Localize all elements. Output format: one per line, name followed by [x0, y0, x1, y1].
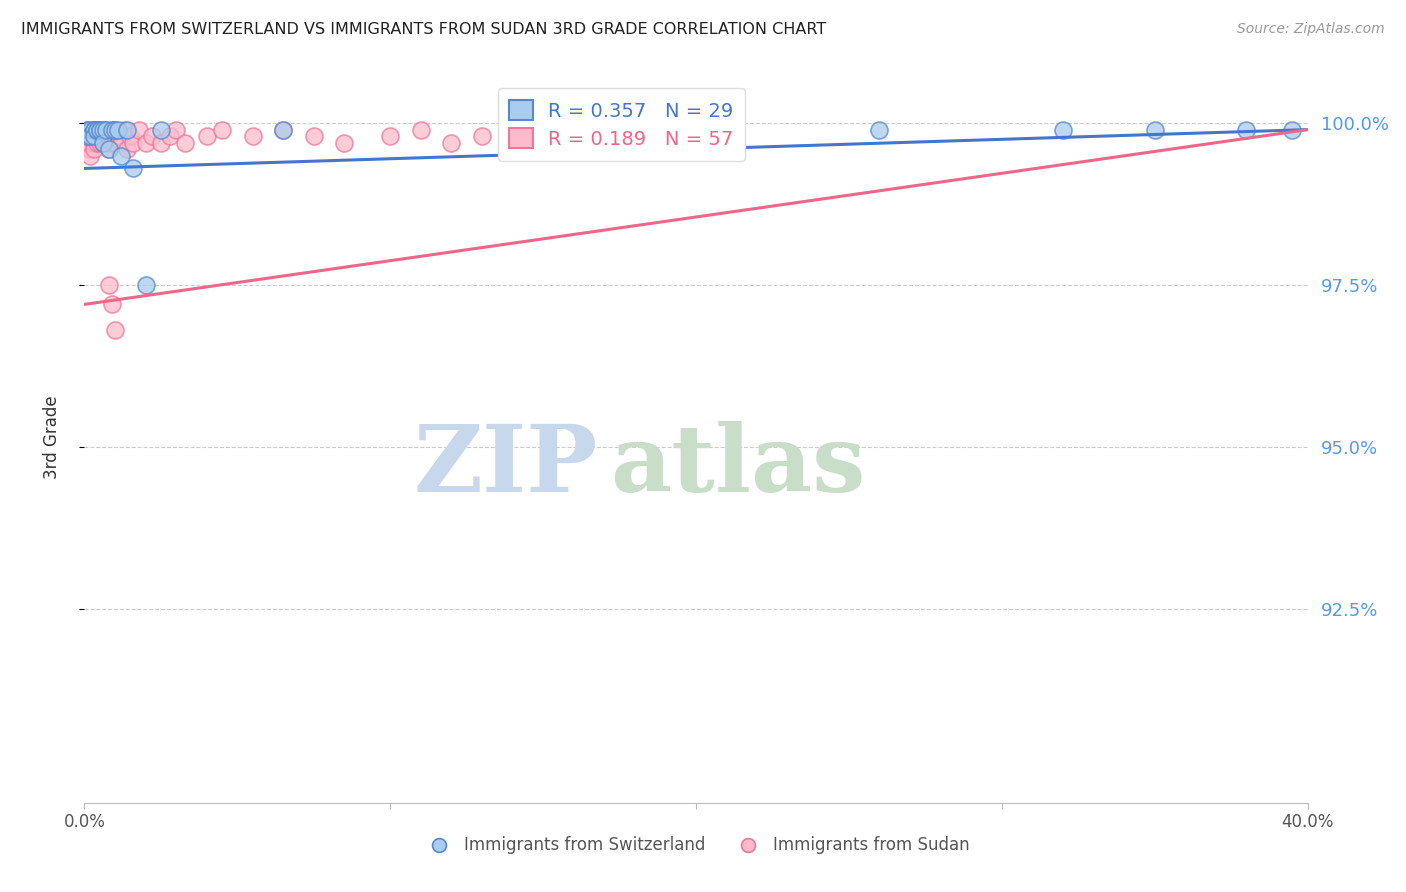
Point	[110, 148, 132, 162]
Y-axis label: 3rd Grade: 3rd Grade	[42, 395, 60, 479]
Point	[104, 122, 127, 136]
Point	[89, 129, 111, 144]
Point	[79, 142, 101, 156]
Point	[302, 129, 325, 144]
Point	[135, 277, 157, 292]
Point	[110, 136, 132, 150]
Point	[271, 122, 294, 136]
Point	[86, 136, 108, 150]
Point	[89, 122, 111, 136]
Text: atlas: atlas	[610, 421, 866, 511]
Point	[97, 142, 120, 156]
Point	[83, 129, 105, 144]
Point	[76, 122, 98, 136]
Point	[174, 136, 197, 150]
Point	[165, 122, 187, 136]
Point	[122, 136, 145, 150]
Point	[107, 122, 129, 136]
Point	[380, 129, 402, 144]
Point	[79, 129, 101, 144]
Point	[242, 129, 264, 144]
Point	[83, 136, 105, 150]
Point	[120, 129, 142, 144]
Point	[79, 129, 101, 144]
Point	[107, 129, 129, 144]
Point	[115, 122, 138, 136]
Point	[94, 136, 117, 150]
Point	[1143, 122, 1166, 136]
Point	[1052, 122, 1074, 136]
Point	[195, 129, 218, 144]
Point	[83, 129, 105, 144]
Point	[83, 122, 105, 136]
Legend: Immigrants from Switzerland, Immigrants from Sudan: Immigrants from Switzerland, Immigrants …	[416, 829, 976, 860]
Point	[149, 122, 172, 136]
Point	[91, 136, 114, 150]
Point	[115, 142, 138, 156]
Point	[91, 129, 114, 144]
Text: IMMIGRANTS FROM SWITZERLAND VS IMMIGRANTS FROM SUDAN 3RD GRADE CORRELATION CHART: IMMIGRANTS FROM SWITZERLAND VS IMMIGRANT…	[21, 22, 827, 37]
Point	[502, 122, 524, 136]
Point	[86, 122, 108, 136]
Point	[89, 122, 111, 136]
Point	[471, 129, 494, 144]
Point	[149, 136, 172, 150]
Point	[112, 122, 135, 136]
Point	[97, 277, 120, 292]
Point	[94, 122, 117, 136]
Point	[333, 136, 356, 150]
Point	[1281, 122, 1303, 136]
Point	[409, 122, 432, 136]
Point	[122, 161, 145, 176]
Point	[86, 122, 108, 136]
Point	[869, 122, 891, 136]
Point	[159, 129, 181, 144]
Point	[97, 142, 120, 156]
Point	[104, 122, 127, 136]
Point	[1236, 122, 1258, 136]
Text: Source: ZipAtlas.com: Source: ZipAtlas.com	[1237, 22, 1385, 37]
Point	[76, 122, 98, 136]
Point	[83, 142, 105, 156]
Point	[91, 122, 114, 136]
Text: ZIP: ZIP	[413, 421, 598, 511]
Point	[79, 136, 101, 150]
Point	[91, 122, 114, 136]
Point	[135, 136, 157, 150]
Point	[79, 148, 101, 162]
Point	[101, 122, 124, 136]
Point	[79, 122, 101, 136]
Point	[76, 129, 98, 144]
Point	[271, 122, 294, 136]
Point	[89, 136, 111, 150]
Point	[76, 129, 98, 144]
Point	[101, 122, 124, 136]
Point	[531, 136, 554, 150]
Point	[104, 136, 127, 150]
Point	[76, 136, 98, 150]
Point	[89, 122, 111, 136]
Point	[101, 136, 124, 150]
Point	[79, 122, 101, 136]
Point	[97, 129, 120, 144]
Point	[211, 122, 233, 136]
Point	[86, 129, 108, 144]
Point	[94, 122, 117, 136]
Point	[83, 122, 105, 136]
Point	[440, 136, 463, 150]
Point	[128, 122, 150, 136]
Point	[86, 122, 108, 136]
Point	[141, 129, 163, 144]
Point	[83, 122, 105, 136]
Point	[101, 297, 124, 311]
Point	[91, 136, 114, 150]
Point	[104, 323, 127, 337]
